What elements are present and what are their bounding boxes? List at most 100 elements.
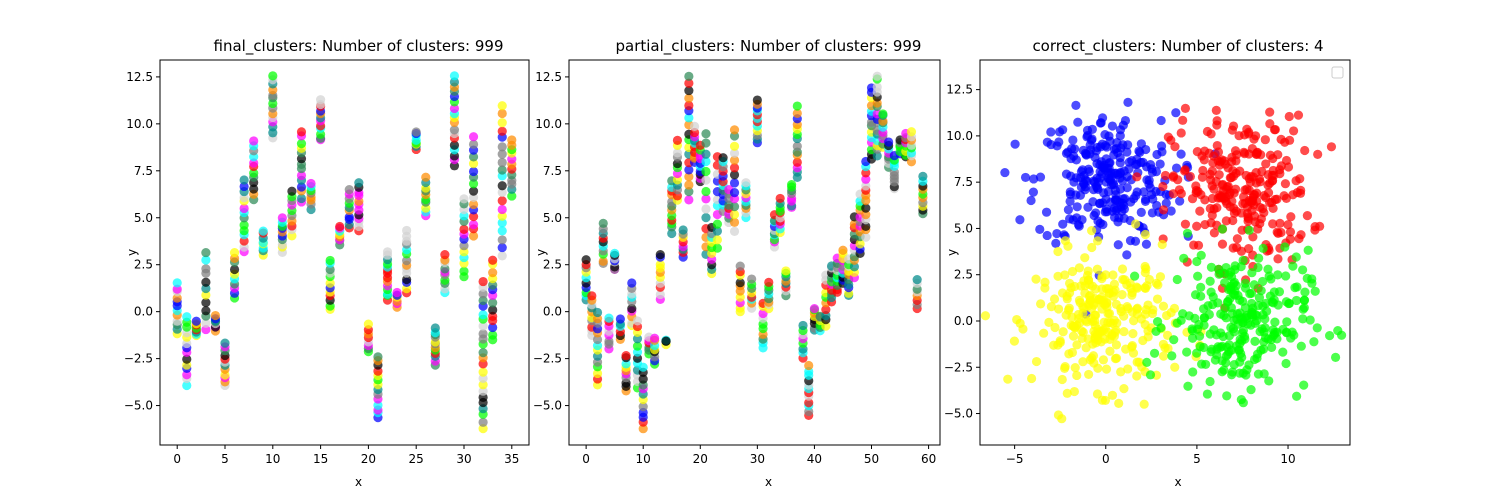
data-point: [488, 280, 498, 290]
data-point: [1190, 313, 1200, 324]
data-point: [1290, 282, 1300, 293]
data-point: [615, 314, 625, 324]
data-point: [1099, 160, 1109, 170]
data-point: [1063, 205, 1073, 215]
data-point: [478, 380, 488, 390]
data-point: [712, 243, 723, 253]
data-point: [747, 274, 757, 284]
data-point: [440, 250, 450, 260]
data-point: [632, 334, 643, 344]
data-point: [201, 255, 211, 265]
data-point: [1107, 390, 1118, 400]
data-point: [684, 165, 694, 175]
data-point: [1070, 144, 1080, 154]
x-tick-label: 20: [361, 452, 376, 466]
data-point: [701, 138, 711, 148]
data-point: [1144, 179, 1154, 189]
data-point: [497, 242, 507, 253]
data-point: [1176, 149, 1186, 159]
data-point: [1155, 159, 1165, 169]
data-point: [1093, 363, 1103, 373]
data-point: [1214, 170, 1224, 180]
data-point: [1206, 262, 1217, 272]
data-point: [1182, 347, 1192, 357]
legend-box: [1331, 66, 1344, 79]
data-point: [861, 181, 871, 191]
data-point: [1246, 385, 1256, 395]
data-point: [201, 277, 211, 287]
data-point: [1279, 191, 1289, 201]
data-point: [1093, 216, 1103, 226]
data-point: [258, 226, 268, 236]
data-point: [1222, 342, 1232, 352]
data-point: [775, 193, 785, 204]
data-point: [1010, 139, 1020, 149]
x-tick-label: 0: [582, 452, 590, 466]
x-tick-label: 30: [456, 452, 471, 466]
data-point: [229, 264, 240, 275]
data-point: [1078, 357, 1088, 367]
data-point: [1064, 214, 1075, 224]
data-point: [468, 231, 479, 241]
data-point: [1116, 143, 1126, 153]
data-point: [729, 141, 740, 151]
data-point: [421, 172, 431, 182]
data-point: [701, 166, 711, 177]
data-point: [918, 171, 928, 181]
data-point: [735, 278, 745, 288]
data-point: [1068, 321, 1078, 331]
data-point: [1248, 303, 1258, 313]
x-tick-label: 35: [504, 452, 519, 466]
data-point: [1061, 310, 1071, 320]
data-point: [861, 210, 871, 220]
data-point: [1070, 363, 1080, 373]
data-point: [497, 196, 507, 206]
data-point: [296, 193, 307, 204]
data-point: [1113, 240, 1123, 250]
y-tick-label: 10.0: [946, 129, 973, 143]
data-point: [610, 248, 620, 258]
data-point: [478, 321, 488, 331]
data-point: [1170, 142, 1180, 152]
data-point: [701, 204, 711, 214]
data-point: [1206, 129, 1216, 139]
data-point: [598, 218, 608, 228]
scatter-points: [172, 71, 517, 434]
data-point: [1240, 278, 1250, 289]
y-tick-label: −2.5: [944, 360, 973, 374]
data-point: [1270, 317, 1280, 327]
data-point: [701, 186, 711, 197]
data-point: [638, 362, 648, 372]
data-point: [1090, 329, 1100, 339]
data-point: [1092, 389, 1103, 399]
data-point: [1062, 388, 1072, 398]
data-point: [1268, 325, 1278, 335]
data-point: [1145, 370, 1156, 380]
data-point: [1192, 146, 1202, 157]
data-point: [1140, 283, 1151, 293]
data-point: [1115, 173, 1125, 183]
data-point: [701, 149, 711, 159]
data-point: [1229, 359, 1239, 370]
data-point: [1200, 146, 1210, 156]
data-point: [804, 398, 814, 408]
data-point: [1031, 356, 1042, 367]
data-point: [1140, 261, 1150, 272]
data-point: [1278, 347, 1288, 357]
data-point: [1202, 389, 1213, 399]
data-point: [1195, 206, 1205, 216]
y-tick-label: 12.5: [126, 70, 153, 84]
data-point: [1291, 252, 1301, 262]
data-point: [1198, 165, 1208, 176]
data-point: [497, 149, 507, 159]
data-point: [1074, 314, 1084, 324]
data-point: [488, 322, 498, 333]
data-point: [1217, 367, 1227, 377]
data-point: [1082, 317, 1092, 327]
data-point: [1132, 172, 1142, 182]
data-point: [373, 352, 383, 362]
data-point: [1229, 289, 1239, 299]
data-point: [497, 218, 507, 228]
data-point: [1090, 152, 1100, 162]
